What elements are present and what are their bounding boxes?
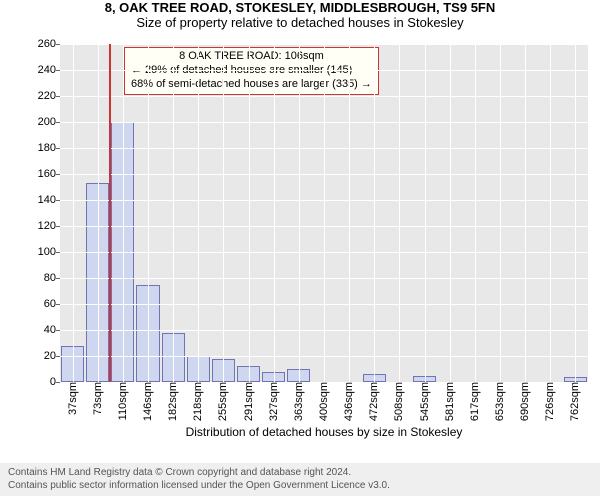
footer-line-2: Contains public sector information licen…	[8, 480, 592, 493]
x-tick-label: 291sqm	[243, 382, 255, 421]
x-tick-label: 690sqm	[519, 382, 531, 421]
x-tick-label: 363sqm	[293, 382, 305, 421]
y-tick-label: 40	[44, 324, 56, 336]
x-tick-label: 726sqm	[544, 382, 556, 421]
annotation-line: 8 OAK TREE ROAD: 106sqm	[131, 50, 372, 64]
y-tick-label: 260	[38, 38, 56, 50]
y-tick-label: 240	[38, 64, 56, 76]
annotation-box: 8 OAK TREE ROAD: 106sqm← 29% of detached…	[124, 47, 379, 95]
page-title: 8, OAK TREE ROAD, STOKESLEY, MIDDLESBROU…	[0, 0, 600, 15]
x-tick-label: 472sqm	[368, 382, 380, 421]
y-tick-label: 160	[38, 168, 56, 180]
license-footer: Contains HM Land Registry data © Crown c…	[0, 463, 600, 496]
x-tick-label: 581sqm	[444, 382, 456, 421]
x-tick-label: 400sqm	[318, 382, 330, 421]
y-tick-label: 0	[50, 376, 56, 388]
y-tick-label: 100	[38, 246, 56, 258]
x-tick-labels: 37sqm 73sqm 110sqm 146sqm 182sqm 218sqm 255sqm…	[60, 382, 588, 428]
y-tick-label: 60	[44, 298, 56, 310]
x-axis-label: Distribution of detached houses by size …	[60, 425, 588, 439]
x-tick-label: 37sqm	[67, 382, 79, 415]
x-tick-label: 110sqm	[117, 382, 129, 420]
x-tick-label: 182sqm	[167, 382, 179, 421]
footer-line-1: Contains HM Land Registry data © Crown c…	[8, 467, 592, 480]
x-tick-label: 218sqm	[192, 382, 204, 421]
x-tick-label: 653sqm	[494, 382, 506, 421]
x-tick-label: 762sqm	[569, 382, 581, 421]
annotation-line: 68% of semi-detached houses are larger (…	[131, 78, 372, 92]
x-tick-label: 255sqm	[217, 382, 229, 421]
x-tick-label: 327sqm	[268, 382, 280, 421]
plot-area: 8 OAK TREE ROAD: 106sqm← 29% of detached…	[60, 44, 588, 382]
chart-container: Number of detached properties 8 OAK TREE…	[0, 38, 600, 442]
y-tick-label: 200	[38, 116, 56, 128]
y-tick-label: 140	[38, 194, 56, 206]
y-tick-label: 120	[38, 220, 56, 232]
y-tick-label: 20	[44, 350, 56, 362]
y-tick-label: 220	[38, 90, 56, 102]
subject-marker-line	[109, 44, 111, 382]
page-subtitle: Size of property relative to detached ho…	[0, 15, 600, 30]
x-tick-label: 436sqm	[343, 382, 355, 421]
x-tick-label: 146sqm	[142, 382, 154, 421]
y-tick-label: 180	[38, 142, 56, 154]
x-tick-label: 617sqm	[469, 382, 481, 421]
x-tick-label: 545sqm	[419, 382, 431, 421]
y-tick-label: 80	[44, 272, 56, 284]
x-tick-label: 508sqm	[393, 382, 405, 421]
x-tick-label: 73sqm	[92, 382, 104, 415]
